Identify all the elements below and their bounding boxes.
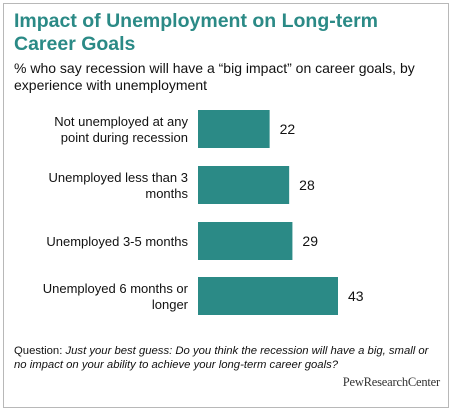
question-note: Question: Just your best guess: Do you t…: [14, 344, 444, 372]
bar-value-label: 22: [280, 121, 296, 137]
bar-value-label: 28: [299, 177, 315, 193]
question-text: Just your best guess: Do you think the r…: [14, 345, 429, 371]
bar-4: [198, 277, 338, 315]
bar-value-label: 43: [348, 288, 364, 304]
bar-2: [198, 166, 290, 204]
category-label-line: Unemployed 6 months or: [43, 281, 189, 296]
chart-subtitle: % who say recession will have a “big imp…: [14, 60, 415, 93]
category-label-line: months: [145, 186, 188, 201]
source-logo: PewResearchCenter: [342, 375, 440, 389]
category-label: Unemployed less than 3 months: [49, 170, 189, 201]
bar-1: [198, 110, 270, 148]
category-label-line: Not unemployed at any: [54, 114, 188, 129]
chart-frame: [3, 3, 449, 408]
category-label-line: point during recession: [61, 130, 188, 145]
category-label: Unemployed 6 months or longer: [43, 281, 189, 312]
bar-3: [198, 222, 293, 260]
bar-value-label: 29: [302, 233, 318, 249]
category-label-line: Unemployed less than 3: [49, 170, 188, 185]
category-label-line: longer: [152, 297, 189, 312]
bars: 22 Not unemployed at any point during rece…: [43, 110, 364, 315]
category-label-line: Unemployed 3-5 months: [46, 234, 188, 249]
question-prefix: Question:: [14, 345, 63, 357]
chart-title: Impact of Unemployment on Long-term Care…: [14, 10, 379, 55]
category-label: Unemployed 3-5 months: [46, 234, 188, 249]
category-label: Not unemployed at any point during recess…: [54, 114, 188, 145]
